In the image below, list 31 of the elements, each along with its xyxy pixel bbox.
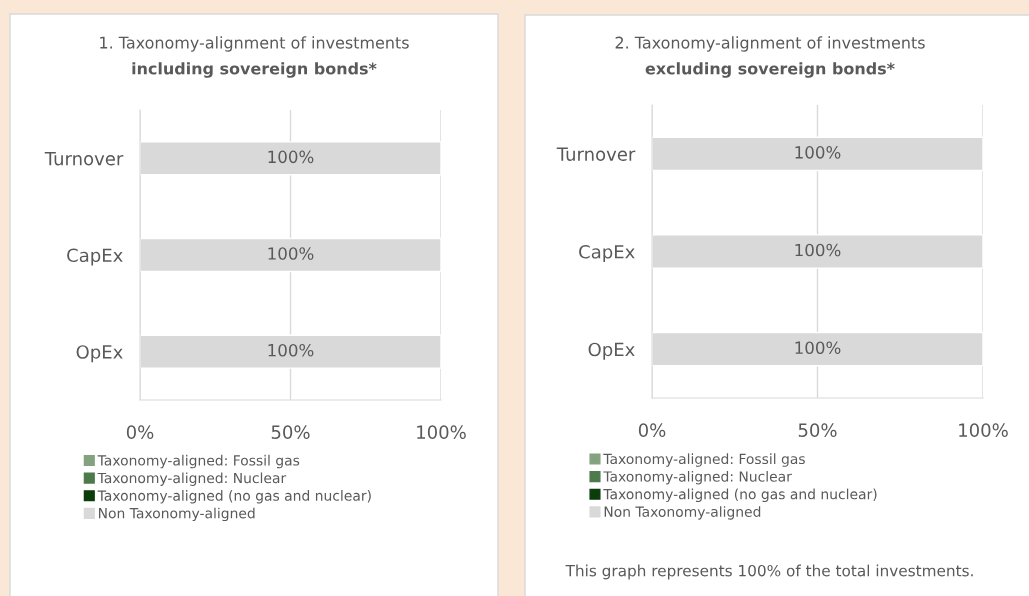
data-label: 100% xyxy=(268,343,314,357)
data-label: 100% xyxy=(795,146,841,159)
text: This graph represents 100% of the total investments. xyxy=(565,564,973,580)
y-tick-label: Turnover xyxy=(44,152,124,166)
y-tick-label: CapEx xyxy=(67,248,123,266)
x-tick-label: 0% xyxy=(126,425,154,439)
chart-subtitle: excluding sovereign bonds* xyxy=(645,62,895,78)
x-tick-label: 50% xyxy=(271,425,310,439)
chart-title: 2. Taxonomy-alignment of investments xyxy=(615,36,925,52)
chart-subtitle: including sovereign bonds* xyxy=(132,62,377,78)
data-label: 100% xyxy=(795,243,841,257)
data-label: 100% xyxy=(268,150,314,164)
x-tick-label: 100% xyxy=(417,425,466,439)
chart-title: 1. Taxonomy-alignment of investments xyxy=(100,36,409,52)
y-tick-label: OpEx xyxy=(76,345,123,363)
data-label: 100% xyxy=(795,341,841,354)
legend-label: Taxonomy-aligned: Nuclear xyxy=(603,470,792,485)
y-tick-label: OpEx xyxy=(588,342,635,360)
y-tick-label: Turnover xyxy=(556,147,636,161)
legend-label: Taxonomy-aligned: Fossil gas xyxy=(603,453,805,467)
x-tick-label: 0% xyxy=(638,423,666,437)
data-label: 100% xyxy=(268,247,314,260)
legend-label: Taxonomy-aligned: Fossil gas xyxy=(97,454,300,469)
legend-label: Taxonomy-aligned (no gas and nuclear) xyxy=(603,488,877,503)
legend-label: Taxonomy-aligned (no gas and nuclear) xyxy=(97,490,371,504)
y-tick-label: CapEx xyxy=(579,244,635,263)
legend-label: Taxonomy-aligned: Nuclear xyxy=(97,472,287,486)
legend-label: Non Taxonomy-aligned xyxy=(98,507,255,522)
legend-label: Non Taxonomy-aligned xyxy=(604,506,761,520)
x-tick-label: 100% xyxy=(959,423,1008,437)
x-tick-label: 50% xyxy=(798,423,837,437)
